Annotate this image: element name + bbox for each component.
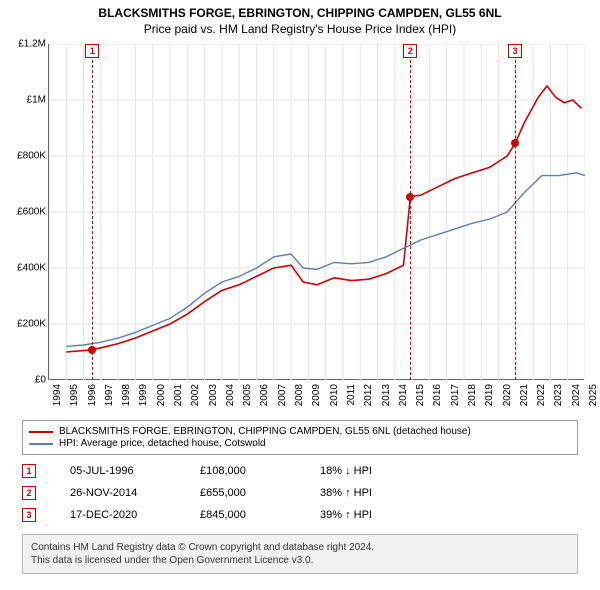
legend-label: HPI: Average price, detached house, Cots… [59, 438, 266, 449]
x-tick-label: 2018 [467, 384, 478, 406]
x-tick-label: 2007 [277, 384, 288, 406]
x-tick-label: 1996 [87, 384, 98, 406]
transaction-row: 2 26-NOV-2014£655,00038% ↑ HPI [22, 482, 578, 504]
title-block: BLACKSMITHS FORGE, EBRINGTON, CHIPPING C… [0, 0, 600, 38]
transaction-row: 1 05-JUL-1996£108,00018% ↓ HPI [22, 460, 578, 482]
x-tick-label: 2014 [398, 384, 409, 406]
x-tick-label: 1995 [69, 384, 80, 406]
x-tick-label: 2021 [519, 384, 530, 406]
y-tick-label: £800K [2, 151, 46, 162]
x-tick-label: 2022 [536, 384, 547, 406]
y-tick-label: £0 [2, 375, 46, 386]
title-line-2: Price paid vs. HM Land Registry's House … [8, 22, 592, 36]
x-tick-label: 1994 [52, 384, 63, 406]
x-tick-label: 2011 [346, 384, 357, 406]
x-tick-label: 1999 [138, 384, 149, 406]
transaction-date: 26-NOV-2014 [70, 487, 200, 499]
x-tick-label: 2000 [156, 384, 167, 406]
marker-line [515, 60, 516, 380]
x-tick-label: 1998 [121, 384, 132, 406]
legend-label: BLACKSMITHS FORGE, EBRINGTON, CHIPPING C… [59, 426, 471, 437]
transaction-hpi: 39% ↑ HPI [320, 509, 460, 521]
transaction-price: £845,000 [200, 509, 320, 521]
legend-swatch [29, 443, 53, 445]
marker-dot [88, 346, 96, 354]
marker-line [92, 60, 93, 380]
marker-number-box: 2 [403, 44, 417, 58]
transaction-date: 17-DEC-2020 [70, 509, 200, 521]
footer-line-1: Contains HM Land Registry data © Crown c… [31, 541, 569, 554]
y-tick-label: £1.2M [2, 39, 46, 50]
x-tick-label: 2006 [259, 384, 270, 406]
x-tick-label: 2015 [415, 384, 426, 406]
transaction-price: £108,000 [200, 465, 320, 477]
y-tick-label: £1M [2, 95, 46, 106]
x-tick-label: 2017 [450, 384, 461, 406]
x-tick-label: 1997 [104, 384, 115, 406]
marker-number-box: 1 [85, 44, 99, 58]
x-tick-label: 2003 [208, 384, 219, 406]
chart-svg [49, 44, 585, 380]
footer-attribution: Contains HM Land Registry data © Crown c… [22, 534, 578, 574]
x-tick-label: 2016 [432, 384, 443, 406]
footer-line-2: This data is licensed under the Open Gov… [31, 554, 569, 567]
transaction-marker-box: 3 [22, 508, 36, 522]
chart-plot-area: 1 2 3 [48, 44, 584, 380]
transaction-marker-box: 1 [22, 464, 36, 478]
x-tick-label: 2012 [363, 384, 374, 406]
y-tick-label: £200K [2, 319, 46, 330]
y-tick-label: £600K [2, 207, 46, 218]
x-tick-label: 2020 [502, 384, 513, 406]
x-tick-label: 2004 [225, 384, 236, 406]
x-tick-label: 2001 [173, 384, 184, 406]
x-tick-label: 2005 [242, 384, 253, 406]
transaction-hpi: 18% ↓ HPI [320, 465, 460, 477]
legend: BLACKSMITHS FORGE, EBRINGTON, CHIPPING C… [22, 420, 578, 455]
legend-item: BLACKSMITHS FORGE, EBRINGTON, CHIPPING C… [29, 426, 571, 437]
x-tick-label: 2019 [484, 384, 495, 406]
title-line-1: BLACKSMITHS FORGE, EBRINGTON, CHIPPING C… [8, 6, 592, 20]
transaction-row: 3 17-DEC-2020£845,00039% ↑ HPI [22, 504, 578, 526]
x-tick-label: 2023 [553, 384, 564, 406]
marker-dot [511, 139, 519, 147]
marker-dot [406, 193, 414, 201]
marker-line [410, 60, 411, 380]
x-tick-label: 2025 [588, 384, 599, 406]
x-tick-label: 2008 [294, 384, 305, 406]
x-tick-label: 2010 [329, 384, 340, 406]
x-tick-label: 2009 [311, 384, 322, 406]
legend-item: HPI: Average price, detached house, Cots… [29, 438, 571, 449]
chart-container: BLACKSMITHS FORGE, EBRINGTON, CHIPPING C… [0, 0, 600, 590]
x-tick-label: 2024 [571, 384, 582, 406]
legend-swatch [29, 431, 53, 433]
transactions-table: 1 05-JUL-1996£108,00018% ↓ HPI 2 26-NOV-201… [22, 460, 578, 526]
y-tick-label: £400K [2, 263, 46, 274]
marker-number-box: 3 [508, 44, 522, 58]
x-tick-label: 2013 [381, 384, 392, 406]
transaction-price: £655,000 [200, 487, 320, 499]
transaction-date: 05-JUL-1996 [70, 465, 200, 477]
x-tick-label: 2002 [190, 384, 201, 406]
transaction-hpi: 38% ↑ HPI [320, 487, 460, 499]
transaction-marker-box: 2 [22, 486, 36, 500]
